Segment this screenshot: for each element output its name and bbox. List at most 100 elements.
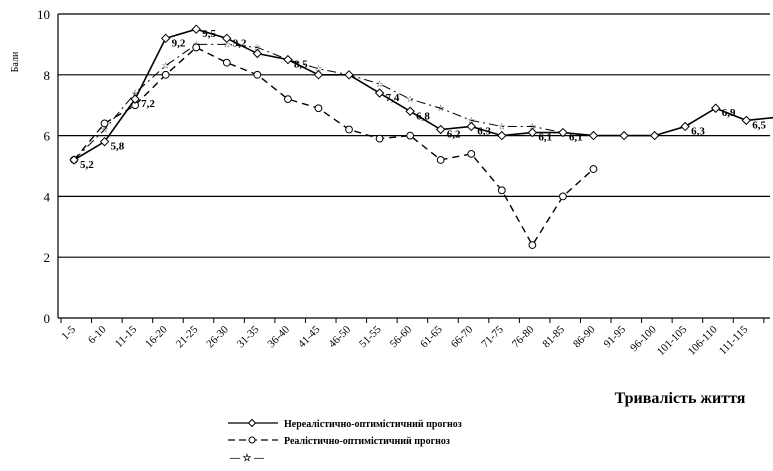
x-tick-label: 56-60 xyxy=(388,323,415,350)
data-point-diamond xyxy=(222,33,232,44)
series-line-3 xyxy=(73,43,564,161)
data-point-diamond xyxy=(160,33,171,44)
x-tick-label: 46-50 xyxy=(327,323,354,350)
data-point-diamond xyxy=(405,106,415,116)
x-tick-label: 61-65 xyxy=(418,323,445,350)
data-point-star: ☆ xyxy=(498,122,506,132)
data-point-star: ☆ xyxy=(101,126,109,136)
data-point-diamond xyxy=(588,130,599,141)
data-point-diamond xyxy=(283,54,293,65)
data-label: 6,8 xyxy=(416,110,430,122)
x-tick-label: 91-95 xyxy=(602,323,629,350)
x-tick-label: 71-75 xyxy=(479,323,506,350)
x-tick-label: 31-35 xyxy=(235,323,262,350)
y-tick-label: 2 xyxy=(44,250,51,265)
x-tick-label: 41-45 xyxy=(296,323,323,350)
x-tick-label: 36-40 xyxy=(265,323,292,350)
x-tick-label: 86-90 xyxy=(571,323,598,350)
data-point-star: ☆ xyxy=(376,80,384,90)
data-label: 9,5 xyxy=(202,28,216,40)
x-tick-label: 21-25 xyxy=(174,323,201,350)
data-point-circle xyxy=(406,131,415,140)
data-point-diamond xyxy=(466,121,476,132)
x-tick-label: 6-10 xyxy=(86,323,109,346)
y-tick-label: 4 xyxy=(44,189,51,204)
data-point-diamond xyxy=(527,127,538,138)
legend: Нереалістично-оптимістичний прогноз Реалі… xyxy=(228,418,462,464)
data-label: 6,1 xyxy=(538,132,552,144)
data-point-diamond xyxy=(313,70,324,80)
data-point-diamond xyxy=(558,127,568,138)
data-point-circle xyxy=(528,241,537,249)
data-label: 9,2 xyxy=(172,37,186,49)
data-point-circle xyxy=(559,192,567,201)
data-point-circle xyxy=(222,58,231,67)
x-tick-label: 51-55 xyxy=(357,323,384,350)
x-tick-label: 11-15 xyxy=(113,323,140,350)
data-point-circle xyxy=(161,70,170,79)
data-label: 9,2 xyxy=(233,37,247,49)
data-point-diamond xyxy=(435,124,446,135)
data-label: 8,5 xyxy=(294,59,308,71)
y-axis-label: Бали xyxy=(10,51,21,72)
x-tick-label: 26-30 xyxy=(204,323,231,350)
data-point-circle xyxy=(100,119,109,128)
data-point-circle xyxy=(345,125,353,134)
x-tick-label: 66-70 xyxy=(449,323,476,350)
x-tick-label: 101-105 xyxy=(655,323,690,358)
axes xyxy=(57,14,770,323)
data-point-circle xyxy=(284,95,292,104)
data-label: 6,9 xyxy=(722,107,736,119)
x-tick-labels: 1-5 6-10 11-15 16-20 21-25 26-30 31-35 36-40 41-… xyxy=(59,323,750,358)
data-point-star: ☆ xyxy=(528,122,536,132)
data-labels: 5,2 5,8 7,2 9,2 9,5 9,2 8,5 7,4 6,8 6,2 6,3 6,1 6,1 6… xyxy=(80,28,767,171)
data-point-star: ☆ xyxy=(223,40,231,50)
y-tick-label: 10 xyxy=(37,7,50,22)
data-point-circle xyxy=(436,156,445,164)
data-point-diamond xyxy=(619,130,629,141)
x-tick-label: 106-110 xyxy=(686,323,720,357)
series-line-1 xyxy=(73,28,773,161)
data-point-diamond xyxy=(69,155,79,165)
data-label: 5,2 xyxy=(80,159,94,171)
y-tick-label: 0 xyxy=(44,311,51,326)
data-label: 6,3 xyxy=(691,125,705,137)
legend-label: — ☆ — xyxy=(229,453,265,464)
data-point-circle xyxy=(314,104,323,113)
data-label: 5,8 xyxy=(111,141,125,153)
data-point-diamond xyxy=(711,103,721,113)
data-point-circle xyxy=(497,186,506,195)
y-tick-label: 6 xyxy=(44,129,51,144)
data-label: 7,4 xyxy=(386,92,400,104)
series-group: ☆☆☆☆☆☆☆☆☆☆☆☆☆☆☆☆☆ xyxy=(69,24,773,249)
x-tick-label: 81-85 xyxy=(540,323,567,350)
data-point-circle xyxy=(192,43,201,52)
data-point-diamond xyxy=(130,94,140,104)
data-label: 6,5 xyxy=(752,119,766,131)
data-point-circle xyxy=(589,165,598,173)
x-axis-label: Тривалість життя xyxy=(615,390,746,407)
x-tick-label: 76-80 xyxy=(510,323,537,350)
data-point-star: ☆ xyxy=(467,116,475,126)
data-point-star: ☆ xyxy=(406,95,414,105)
data-point-star: ☆ xyxy=(162,62,170,72)
legend-label: Реалістично-оптимістичний прогноз xyxy=(284,436,450,447)
data-point-circle xyxy=(253,70,262,79)
data-point-star: ☆ xyxy=(253,43,261,53)
y-tick-label: 8 xyxy=(44,68,51,83)
data-point-star: ☆ xyxy=(131,89,139,99)
data-point-diamond xyxy=(649,130,660,141)
data-point-diamond xyxy=(252,48,263,59)
x-tick-label: 16-20 xyxy=(143,323,170,350)
data-point-diamond xyxy=(344,70,354,80)
y-tick-labels: 0 2 4 6 8 10 xyxy=(37,7,51,326)
legend-marker-circle xyxy=(248,436,256,444)
data-point-star: ☆ xyxy=(314,65,322,75)
data-label: 6,3 xyxy=(477,125,491,137)
data-point-diamond xyxy=(191,24,201,34)
data-point-star: ☆ xyxy=(437,104,445,114)
data-label: 6,2 xyxy=(447,129,461,141)
data-point-circle xyxy=(375,134,384,143)
x-tick-label: 111-115 xyxy=(717,323,751,357)
